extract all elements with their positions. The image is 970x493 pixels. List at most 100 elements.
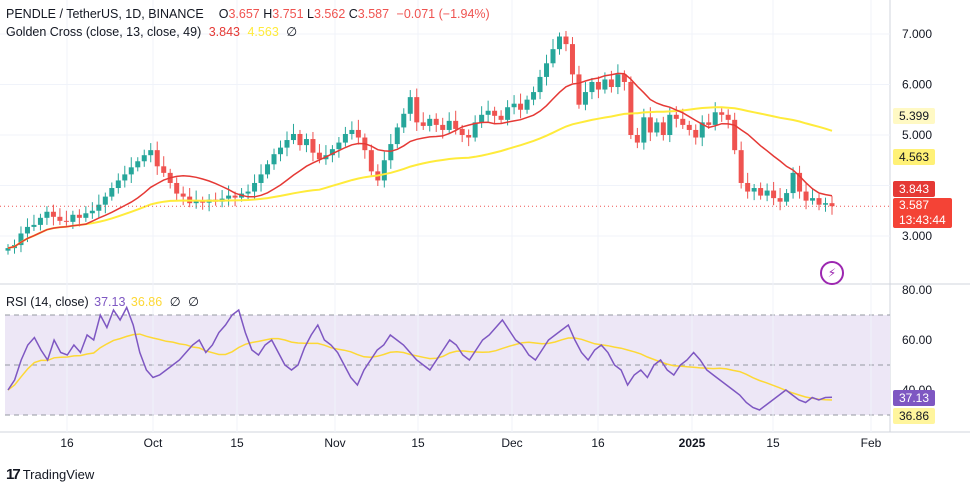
candle-body <box>563 36 569 45</box>
price-legend: PENDLE / TetherUS, 1D, BINANCE O3.657 H3… <box>6 7 490 21</box>
candle-body <box>537 76 543 93</box>
candle-body <box>712 112 718 125</box>
indicator-name[interactable]: Golden Cross (close, 13, close, 49) <box>6 25 202 39</box>
candle-body <box>459 128 465 135</box>
rsi-visibility-icon[interactable]: ∅ <box>169 295 181 309</box>
low-label: L <box>307 7 314 21</box>
price-tag-value: 3.587 <box>899 198 930 212</box>
candle-body <box>70 214 76 222</box>
candle-body <box>310 139 316 153</box>
candle-body <box>258 174 264 183</box>
candle-body <box>290 133 296 141</box>
candle-body <box>797 172 803 192</box>
price-tag: 3.587 13:43:44 <box>893 198 952 228</box>
candle-body <box>232 195 238 198</box>
candle-body <box>141 155 147 162</box>
candle-body <box>245 191 251 194</box>
candle-body <box>472 122 478 138</box>
alert-bolt-icon[interactable]: ⚡ <box>820 261 844 285</box>
candle-body <box>381 160 387 181</box>
price-tick-label: 3.000 <box>902 229 932 243</box>
time-tick-label: 15 <box>411 436 425 450</box>
candle-body <box>37 217 43 225</box>
rsi-settings-icon[interactable]: ∅ <box>188 295 199 309</box>
time-tick-label: 16 <box>60 436 74 450</box>
time-tick-label: Oct <box>144 436 163 450</box>
rsi-tick-label: 60.00 <box>902 333 932 347</box>
candle-body <box>602 79 608 90</box>
candle-body <box>31 224 37 227</box>
candle-body <box>329 149 335 156</box>
candle-body <box>89 210 95 214</box>
candle-body <box>303 139 309 146</box>
candle-body <box>589 81 595 93</box>
change-value: −0.071 (−1.94%) <box>396 7 490 21</box>
visibility-icon[interactable]: ∅ <box>286 25 298 39</box>
candle-body <box>751 188 757 192</box>
candle-body <box>693 129 699 138</box>
candle-body <box>719 112 725 115</box>
candle-body <box>634 135 640 143</box>
candle-body <box>524 99 530 110</box>
candle-body <box>50 211 56 217</box>
candle-body <box>641 117 647 143</box>
time-tick-label: Feb <box>861 436 882 450</box>
time-tick-label: Nov <box>324 436 345 450</box>
candle-body <box>667 114 673 135</box>
candle-body <box>265 164 271 175</box>
rsi-line <box>7 305 833 411</box>
candle-body <box>407 97 413 114</box>
price-tick-label: 7.000 <box>902 27 932 41</box>
time-tick-label: 2025 <box>679 436 706 450</box>
rsi-ma-value: 36.86 <box>130 295 163 309</box>
low-value: 3.562 <box>313 7 346 21</box>
candle-body <box>193 200 199 204</box>
open-label: O <box>218 7 229 21</box>
candle-body <box>725 114 731 120</box>
candle-body <box>582 92 588 105</box>
candle-body <box>492 110 498 116</box>
symbol-label[interactable]: PENDLE / TetherUS, 1D, BINANCE <box>6 7 204 21</box>
candle-body <box>738 150 744 183</box>
slow-ma-value: 4.563 <box>247 25 279 39</box>
time-tick-label: 15 <box>766 436 780 450</box>
candle-body <box>745 182 751 192</box>
candle-body <box>569 44 575 75</box>
candle-body <box>96 204 102 211</box>
candle-body <box>550 49 556 64</box>
candle-body <box>505 107 511 120</box>
candle-body <box>544 63 550 77</box>
candle-body <box>699 122 705 138</box>
candle-body <box>556 36 562 50</box>
candle-body <box>297 133 303 146</box>
candle-body <box>784 193 790 202</box>
candle-body <box>122 174 128 181</box>
slow-ma-line <box>7 106 833 250</box>
candle-body <box>829 203 835 207</box>
candle-body <box>771 190 777 199</box>
candle-body <box>680 118 686 125</box>
candle-body <box>368 150 374 172</box>
candle-body <box>466 135 472 138</box>
time-tick-label: Dec <box>501 436 522 450</box>
rsi-ma-tag: 36.86 <box>893 408 936 424</box>
brand-name: TradingView <box>22 467 95 482</box>
rsi-name[interactable]: RSI (14, close) <box>6 295 89 309</box>
candle-body <box>174 182 180 194</box>
high-label: H <box>263 7 273 21</box>
price-pane <box>0 0 890 282</box>
candle-body <box>479 114 485 123</box>
candle-body <box>673 114 679 119</box>
candle-body <box>128 167 134 175</box>
candle-body <box>5 248 11 251</box>
candle-body <box>803 191 809 201</box>
candle-body <box>278 147 284 155</box>
candle-body <box>115 180 121 189</box>
candle-body <box>355 129 361 138</box>
tradingview-logo[interactable]: 17 TradingView <box>6 466 94 483</box>
candle-body <box>777 198 783 202</box>
candle-body <box>284 140 290 148</box>
candle-body <box>764 190 770 196</box>
candle-body <box>647 117 653 133</box>
